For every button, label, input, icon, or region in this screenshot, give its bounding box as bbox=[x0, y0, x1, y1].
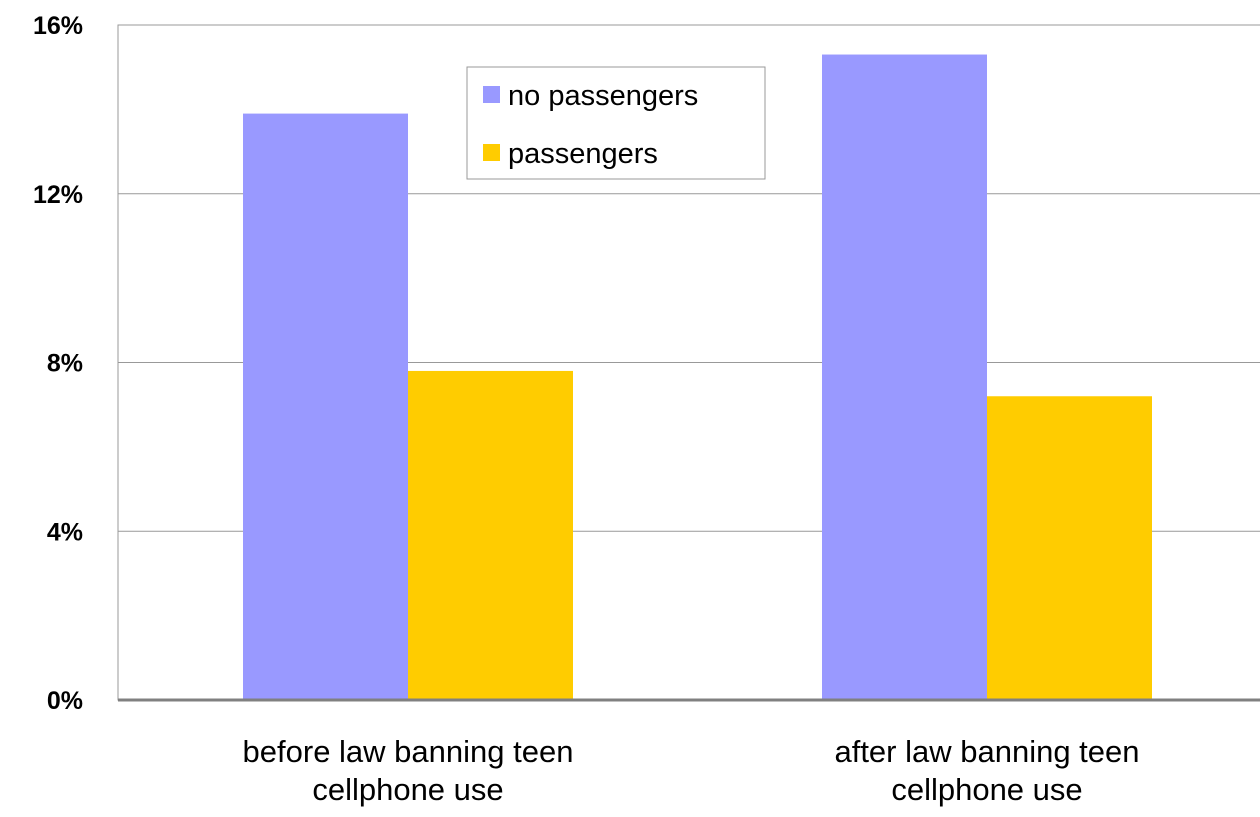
y-axis-tick-labels: 0% 4% 8% 12% 16% bbox=[33, 12, 83, 715]
legend: no passengers passengers bbox=[466, 66, 766, 180]
legend-label-no-passengers: no passengers bbox=[508, 80, 698, 112]
y-tick-label: 8% bbox=[47, 350, 83, 378]
x-category-label: before law banning teen cellphone use bbox=[243, 734, 574, 807]
x-axis-category-labels: before law banning teen cellphone use afte… bbox=[243, 734, 1140, 807]
legend-box bbox=[466, 66, 766, 180]
y-tick-label: 16% bbox=[33, 12, 83, 40]
legend-label-passengers: passengers bbox=[508, 138, 658, 170]
bar-passengers-0 bbox=[408, 370, 573, 700]
bar-passengers-1 bbox=[987, 396, 1152, 700]
y-tick-label: 0% bbox=[47, 687, 83, 715]
legend-swatch-no-passengers bbox=[483, 86, 500, 103]
legend-swatch-passengers bbox=[483, 144, 500, 161]
y-tick-label: 12% bbox=[33, 181, 83, 209]
bars bbox=[243, 54, 1152, 700]
bar-no-passengers-1 bbox=[822, 54, 987, 700]
y-tick-label: 4% bbox=[47, 518, 83, 546]
bar-no-passengers-0 bbox=[243, 113, 408, 700]
x-category-label: after law banning teen cellphone use bbox=[834, 734, 1139, 807]
